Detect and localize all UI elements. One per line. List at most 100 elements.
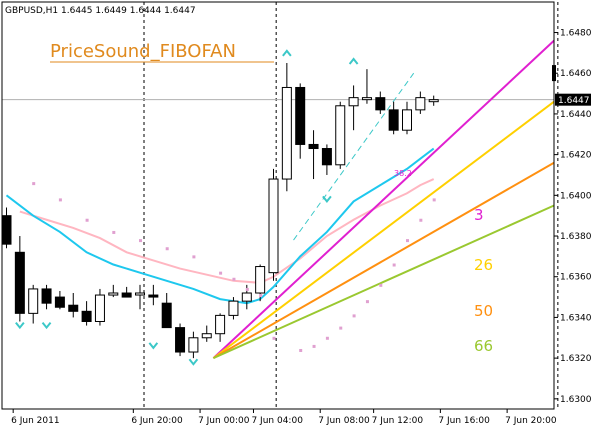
candle-body [108,292,119,296]
y-axis-tick-label: 1.6320 [560,354,591,364]
candle-body [215,314,226,335]
candle-body [361,97,372,101]
signal-dot [299,348,303,352]
y-axis-tick-label: 1.6460 [560,69,591,79]
candle-body [415,97,426,111]
y-axis-tick-label: 1.6440 [560,110,591,120]
arrow-down-marker [41,321,52,330]
candle-body [295,86,306,145]
y-axis-tick-label: 1.6380 [560,232,591,242]
signal-dot [312,344,316,348]
signal-dot [339,326,343,330]
price-scale-marker [552,65,556,82]
candle-body [428,99,439,103]
fibo-fan-line [212,39,555,359]
arrow-down-marker [15,321,25,330]
x-axis-tick-label: 7 Jun 20:00 [505,416,557,426]
candle-body [321,148,332,166]
signal-dot [272,336,276,340]
signal-dot [232,277,236,281]
x-axis-tick-label: 7 Jun 00:00 [198,416,250,426]
candle-body [1,215,12,245]
signal-dot [219,271,223,275]
x-axis-tick-label: 6 Jun 2011 [11,416,59,426]
signal-dot [432,198,436,202]
candle-body [135,292,145,296]
candle-body [268,178,279,274]
candle-body [94,294,105,322]
candle-body [161,302,172,329]
y-axis-tick-label: 1.6480 [560,29,591,39]
candle-body [308,143,319,150]
candle-body [175,327,186,353]
fibo-level-tag: 38.2 [394,169,412,178]
fibo-fan-line [212,100,555,359]
plot-frame [1,1,555,410]
signal-dot [406,239,409,243]
signal-dot [192,255,196,259]
signal-dot [325,336,329,340]
x-axis-tick-label: 7 Jun 04:00 [251,416,303,426]
candle-body [348,97,359,107]
candle-body [148,294,159,298]
candle-body [228,300,239,316]
header-readout: GBPUSD,H1 1.6445 1.6449 1.6444 1.6447 [5,6,196,16]
fibo-fan-label: 26 [474,256,493,274]
signal-dot [379,283,383,287]
arrow-down-marker [148,342,159,350]
arrow-up-marker [348,57,359,65]
candle-body [255,266,266,294]
indicator-label: PriceSound_FIBOFAN [50,41,236,62]
signal-dot [85,218,89,222]
fibo-fan-line [212,161,555,359]
signal-dot [32,182,36,186]
y-axis-tick-label: 1.6420 [560,151,591,161]
x-axis-tick-label: 7 Jun 08:00 [318,416,370,426]
candle-body [388,109,399,131]
candle-body [121,292,132,298]
candle-body [335,105,346,166]
signal-dot [165,247,169,251]
candle-body [68,304,79,312]
signal-dot [419,218,423,222]
signal-dot [58,198,62,202]
signal-dot [245,287,249,291]
arrow-up-marker [282,49,292,57]
candle-body [41,288,52,304]
arrow-down-marker [188,358,199,366]
signal-dot [139,239,142,243]
signal-dot [112,230,116,234]
fibo-fan-label: 66 [474,337,493,355]
fibo-fan-line [213,204,555,360]
y-axis-tick-label: 1.6400 [560,191,591,201]
y-axis-tick-label: 1.6300 [560,395,591,405]
current-price-label: 1.6447 [558,96,590,106]
dashed-trend-line [293,72,415,241]
candle-body [201,333,212,339]
candle-body [402,109,412,131]
candle-body [241,292,252,302]
y-axis-tick-label: 1.6360 [560,273,591,283]
candle-body [188,337,199,353]
current-price-box [555,93,591,106]
candle-body [375,97,386,111]
signal-dot [352,314,356,318]
y-axis-tick-label: 1.6340 [560,313,591,323]
fibo-fan-label: 3 [474,206,484,224]
arrow-down-marker [322,195,332,203]
x-axis-tick-label: 6 Jun 20:00 [131,416,183,426]
x-axis-tick-label: 7 Jun 12:00 [372,416,424,426]
x-axis-tick-label: 7 Jun 16:00 [438,416,490,426]
ma-pink-line [19,178,435,284]
candle-body [81,310,92,322]
fibo-fan-label: 50 [474,302,493,320]
candle-body [28,288,39,314]
signal-dot [259,294,263,298]
candle-body [281,86,292,180]
candle-body [54,296,65,308]
signal-dot [365,300,369,304]
signal-dot [392,263,396,267]
